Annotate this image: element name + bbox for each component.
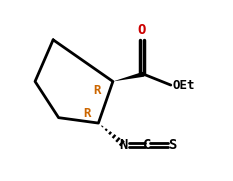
Text: S: S xyxy=(168,138,177,152)
Text: R: R xyxy=(83,107,90,120)
Text: N: N xyxy=(120,138,128,152)
Text: C: C xyxy=(143,138,151,152)
Polygon shape xyxy=(113,72,144,81)
Text: R: R xyxy=(93,84,100,97)
Text: OEt: OEt xyxy=(173,79,195,92)
Text: O: O xyxy=(138,23,146,37)
